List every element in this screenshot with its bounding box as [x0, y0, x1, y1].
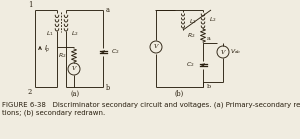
Text: $I_p$: $I_p$	[44, 43, 51, 55]
Text: $R_2$: $R_2$	[58, 51, 67, 60]
Text: $V_{ab}$: $V_{ab}$	[230, 48, 241, 56]
Text: (a): (a)	[70, 90, 80, 98]
Text: 1: 1	[28, 1, 32, 9]
Text: tions; (b) secondary redrawn.: tions; (b) secondary redrawn.	[2, 110, 105, 116]
Text: $L_2$: $L_2$	[71, 30, 79, 39]
Text: (b): (b)	[175, 90, 184, 98]
Text: $C_2$: $C_2$	[111, 48, 120, 56]
Text: $L_2$: $L_2$	[189, 18, 197, 26]
Text: $L_2$: $L_2$	[209, 16, 217, 24]
Text: 2: 2	[28, 88, 32, 96]
Text: a: a	[207, 36, 211, 41]
Text: a: a	[106, 6, 110, 14]
Text: b: b	[207, 84, 211, 89]
Text: $C_2$: $C_2$	[186, 61, 195, 70]
Text: V: V	[221, 49, 225, 54]
Text: V: V	[154, 44, 158, 49]
Text: V: V	[72, 66, 76, 71]
Text: $R_2$: $R_2$	[188, 31, 196, 40]
Text: b: b	[106, 84, 110, 92]
Text: FIGURE 6-38   Discriminator secondary circuit and voltages. (a) Primary-secondar: FIGURE 6-38 Discriminator secondary circ…	[2, 102, 300, 109]
Text: $L_1$: $L_1$	[46, 30, 54, 39]
